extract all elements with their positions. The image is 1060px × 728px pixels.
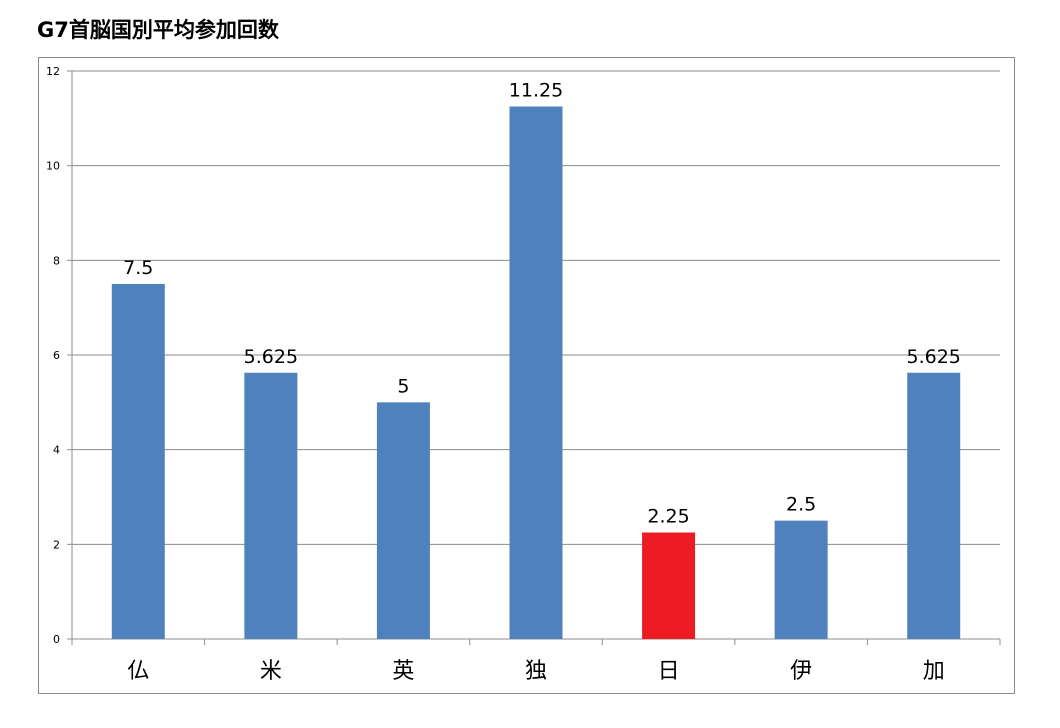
- bar-3: [376, 402, 430, 639]
- bar-5: [642, 532, 696, 639]
- y-tick-label: 2: [53, 538, 60, 551]
- data-label: 5: [397, 375, 409, 397]
- x-category-label: 仏: [127, 659, 149, 684]
- bar-7: [907, 372, 961, 639]
- data-label: 11.25: [509, 80, 563, 102]
- x-category-label: 伊: [790, 659, 812, 684]
- data-label: 5.625: [244, 346, 298, 368]
- y-tick-label: 4: [53, 444, 60, 457]
- data-label: 7.5: [123, 257, 153, 279]
- x-category-label: 加: [923, 659, 945, 684]
- bar-1: [111, 284, 165, 639]
- y-tick-label: 12: [46, 65, 60, 78]
- x-category-label: 日: [658, 659, 680, 684]
- bar-6: [774, 520, 828, 639]
- data-label: 2.25: [647, 506, 689, 528]
- chart-frame: [38, 57, 1015, 694]
- x-category-label: 英: [392, 659, 414, 684]
- y-tick-label: 8: [53, 254, 60, 267]
- bar-4: [509, 106, 563, 639]
- chart-title: G7首脳国別平均参加回数: [37, 18, 279, 42]
- y-tick-label: 6: [53, 349, 60, 362]
- y-tick-label: 10: [46, 160, 60, 173]
- x-category-label: 独: [525, 659, 547, 684]
- data-label: 5.625: [907, 346, 961, 368]
- x-category-label: 米: [260, 659, 282, 684]
- y-tick-label: 0: [53, 633, 60, 646]
- bar-2: [244, 372, 298, 639]
- data-label: 2.5: [786, 494, 816, 516]
